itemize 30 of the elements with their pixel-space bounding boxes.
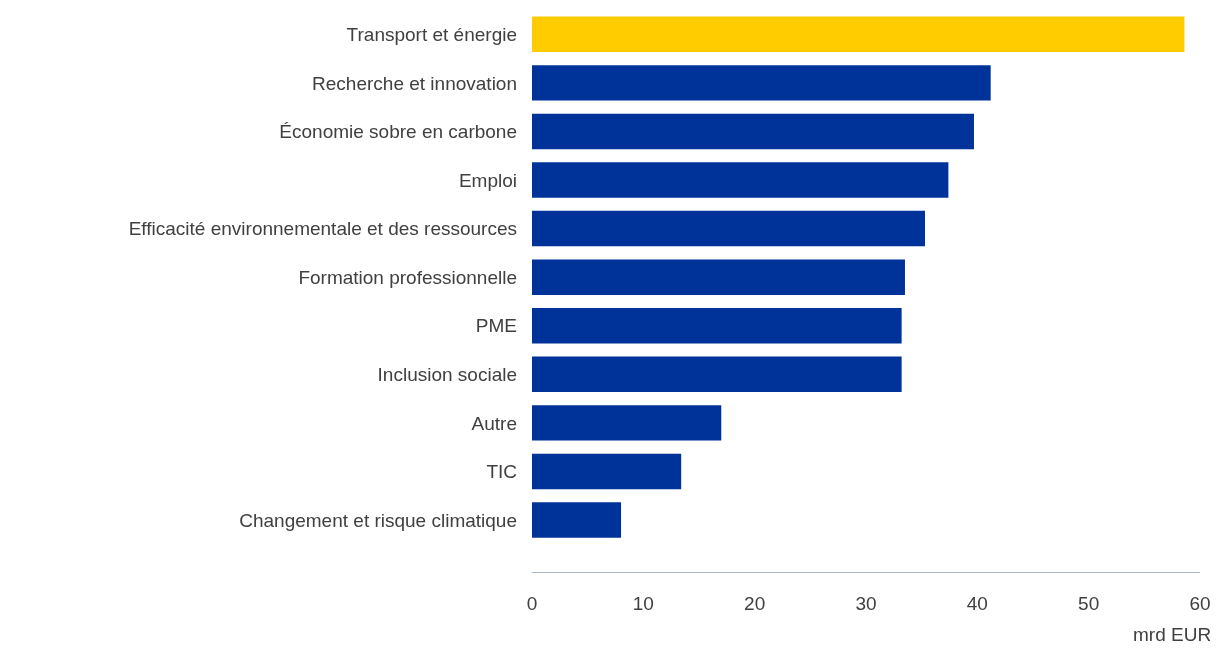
bar (532, 113, 974, 150)
bar (532, 502, 622, 538)
bar (532, 308, 902, 344)
y-tick-label: PME (475, 315, 517, 337)
y-tick-label: Recherche et innovation (312, 72, 517, 94)
x-tick-label: 30 (855, 592, 877, 614)
y-tick-label: Efficacité environnementale et des ressources (128, 218, 517, 240)
x-tick-label: 10 (632, 592, 654, 614)
bar (532, 356, 902, 393)
y-tick-label: Formation professionnelle (298, 266, 517, 288)
y-tick-label: Transport et énergie (346, 23, 517, 45)
x-tick-label: 40 (966, 592, 988, 614)
y-tick-label: Autre (471, 412, 517, 434)
bar (532, 405, 722, 441)
x-axis-title: mrd EUR (1133, 624, 1212, 645)
y-tick-label: Inclusion sociale (377, 363, 517, 385)
y-tick-label: Économie sobre en carbone (279, 121, 517, 143)
bar (532, 16, 1185, 53)
y-tick-label: Changement et risque climatique (239, 509, 517, 531)
x-tick-label: 0 (526, 592, 538, 614)
y-tick-label: Emploi (458, 169, 517, 191)
bar (532, 65, 991, 101)
bar (532, 259, 905, 295)
x-tick-label: 60 (1189, 592, 1211, 614)
x-tick-label: 20 (744, 592, 766, 614)
x-tick-label: 50 (1078, 592, 1100, 614)
bar (532, 210, 926, 247)
y-tick-label: TIC (486, 461, 517, 483)
bar (532, 453, 682, 490)
bar (532, 162, 949, 198)
